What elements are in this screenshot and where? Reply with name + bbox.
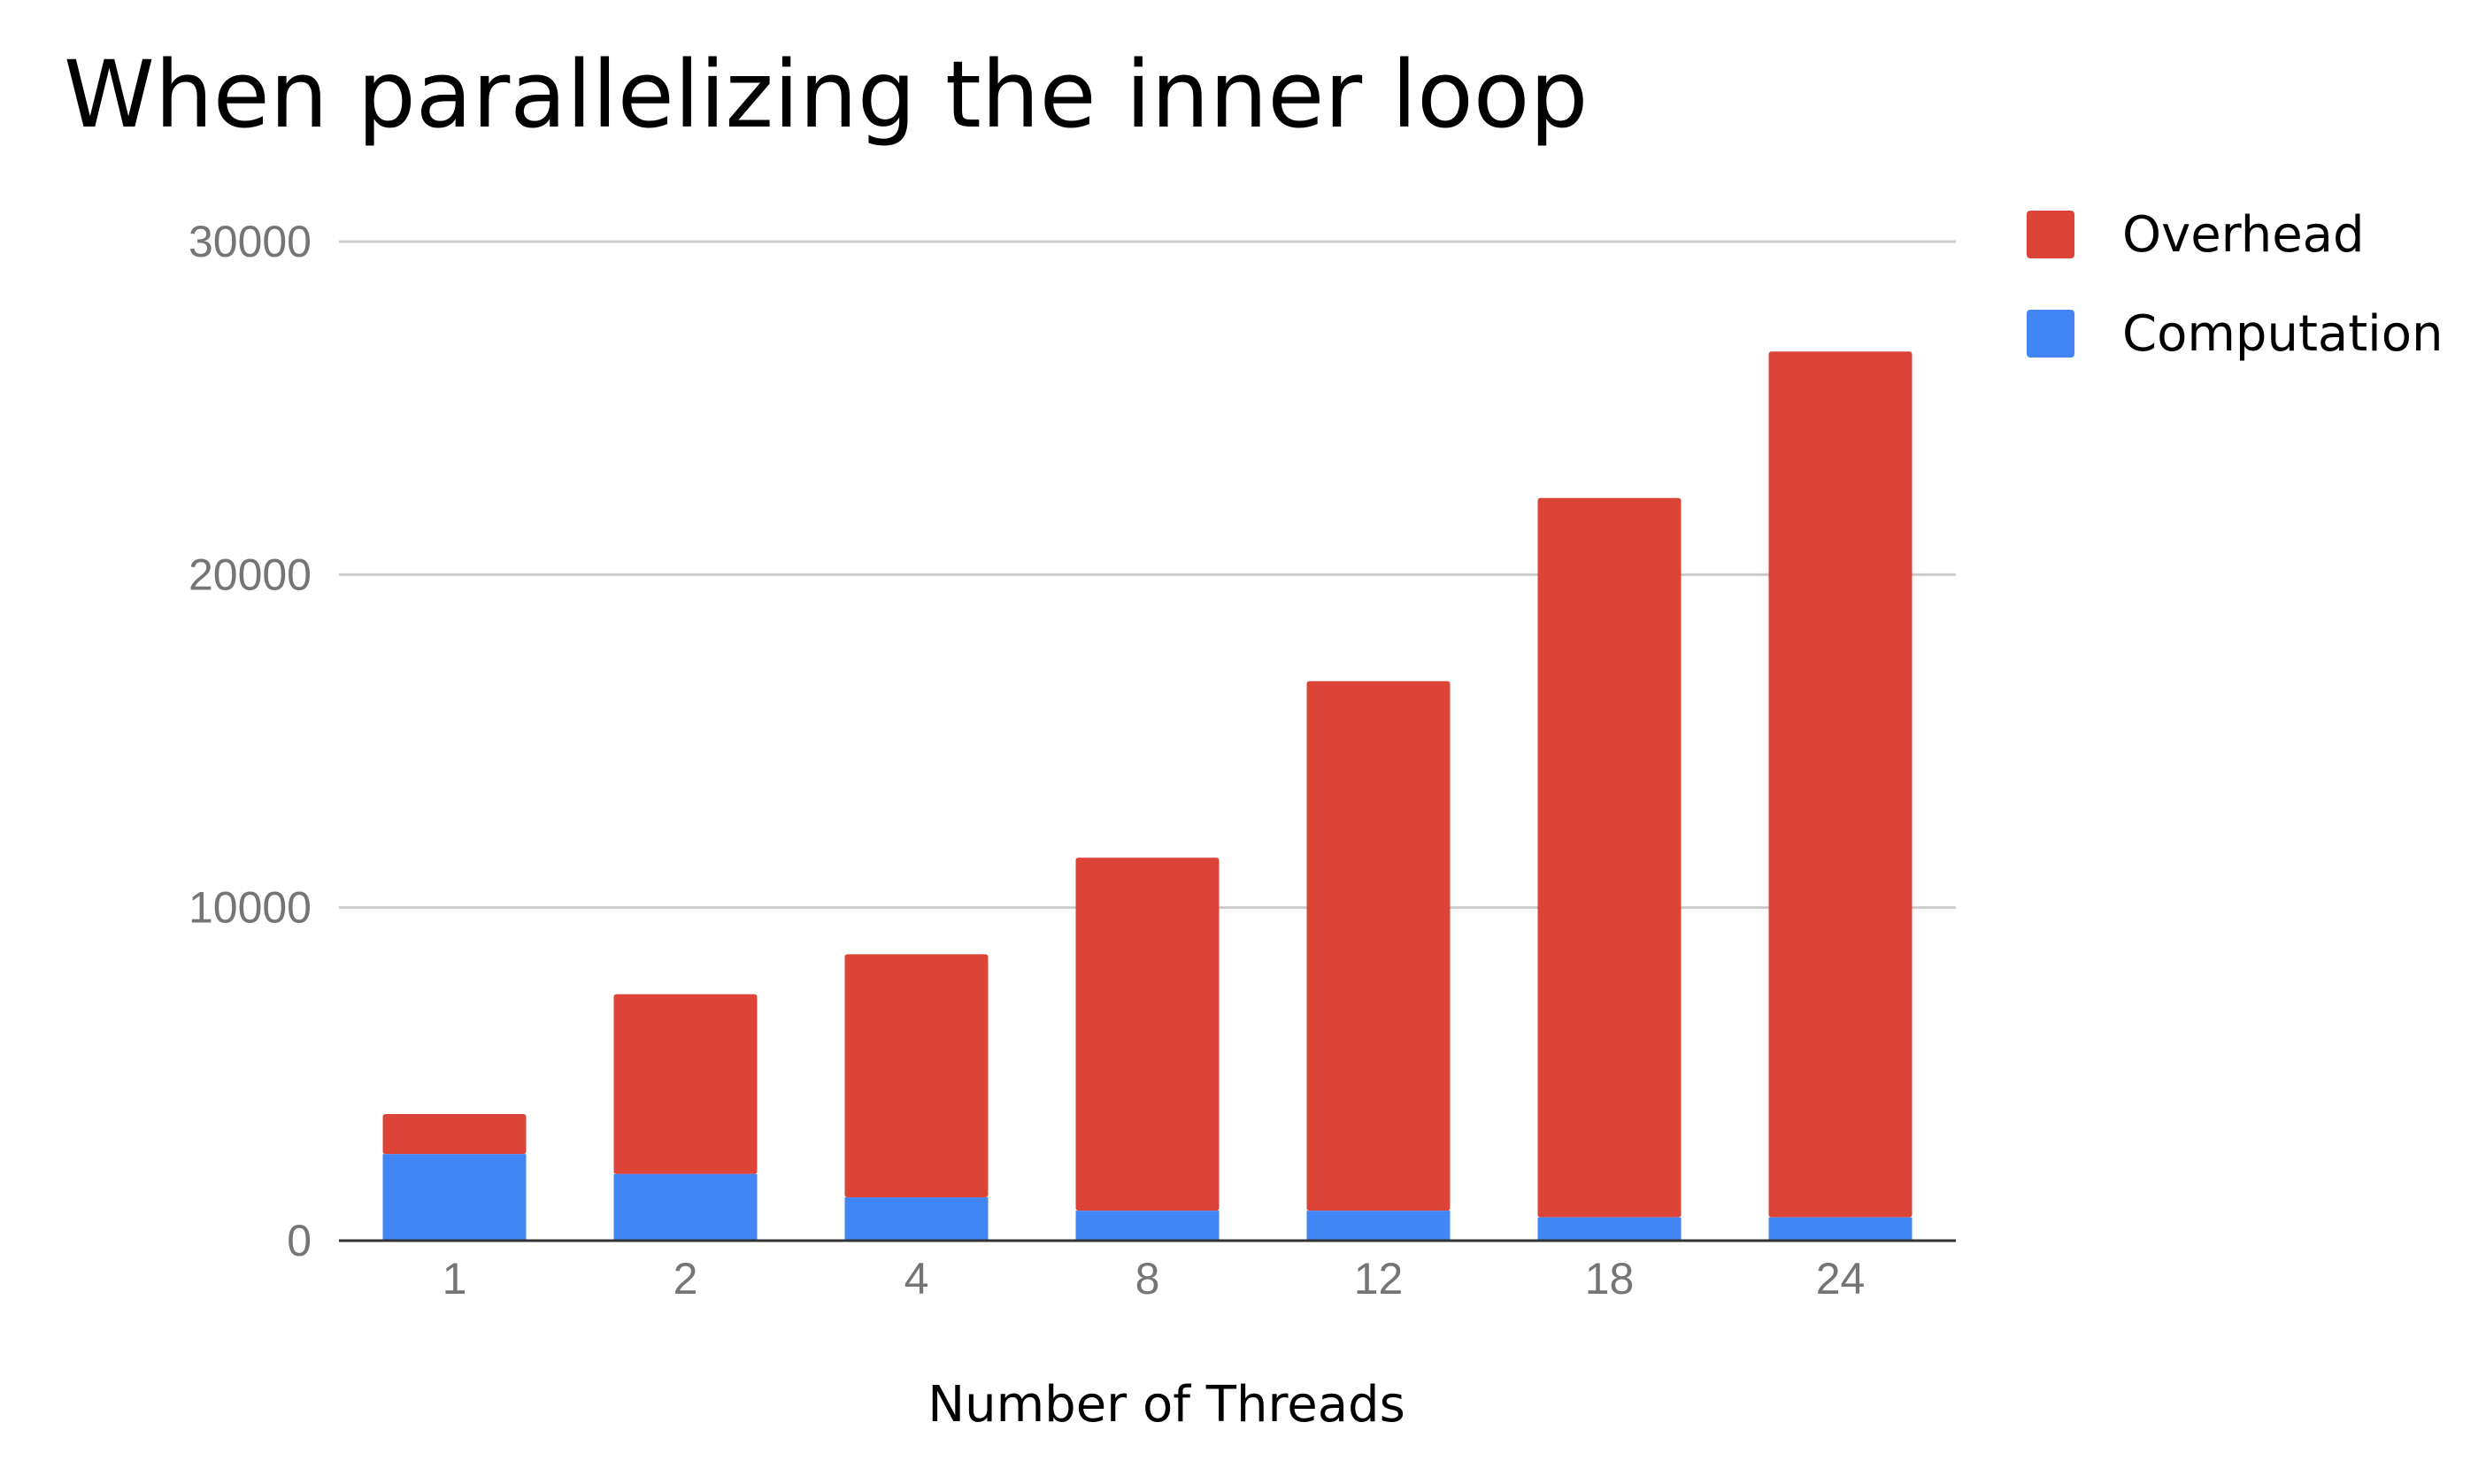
legend-swatch-computation	[2027, 310, 2074, 358]
bar-computation-1	[382, 1154, 527, 1241]
x-axis-title: Number of Threads	[927, 1376, 1405, 1434]
y-tick-label-30000: 30000	[189, 217, 312, 266]
x-tick-label-8: 8	[1135, 1254, 1160, 1303]
bar-overhead-4	[844, 954, 989, 1198]
bars	[382, 351, 1913, 1241]
bar-computation-18	[1537, 1217, 1682, 1241]
bar-computation-4	[844, 1197, 989, 1241]
legend-item-overhead: Overhead	[2027, 204, 2444, 265]
x-tick-label-2: 2	[673, 1254, 698, 1303]
bar-overhead-1	[382, 1113, 527, 1155]
y-tick-label-10000: 10000	[189, 883, 312, 933]
bar-computation-8	[1075, 1211, 1220, 1241]
legend-label-overhead: Overhead	[2122, 205, 2365, 264]
x-tick-label-18: 18	[1585, 1254, 1635, 1303]
y-tick-label-0: 0	[287, 1216, 312, 1265]
bar-computation-24	[1768, 1217, 1913, 1241]
legend: Overhead Computation	[2027, 204, 2444, 402]
bar-overhead-2	[613, 994, 758, 1174]
x-tick-label-24: 24	[1816, 1254, 1866, 1303]
legend-swatch-overhead	[2027, 211, 2074, 258]
x-tick-label-1: 1	[443, 1254, 467, 1303]
gridlines	[339, 240, 1956, 910]
bar-overhead-18	[1537, 497, 1682, 1218]
chart-title: When parallelizing the inner loop	[64, 41, 1589, 149]
x-tick-label-12: 12	[1354, 1254, 1404, 1303]
x-tick-label-4: 4	[904, 1254, 929, 1303]
bar-computation-2	[613, 1173, 758, 1241]
y-tick-label-20000: 20000	[189, 550, 312, 599]
bar-overhead-12	[1306, 680, 1451, 1211]
bar-computation-12	[1306, 1211, 1451, 1241]
legend-item-computation: Computation	[2027, 303, 2444, 365]
bar-overhead-24	[1768, 351, 1913, 1218]
bar-overhead-8	[1075, 857, 1220, 1211]
legend-label-computation: Computation	[2122, 304, 2444, 363]
